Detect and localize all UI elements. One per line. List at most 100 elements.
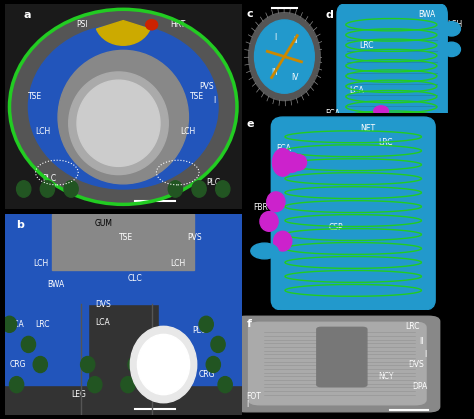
Text: I: I [274,33,276,42]
Text: I: I [213,96,216,105]
Text: LRC: LRC [36,320,50,329]
Ellipse shape [192,181,206,197]
Text: BWA: BWA [418,10,435,19]
Text: LCA: LCA [95,318,109,327]
FancyBboxPatch shape [317,327,367,387]
Ellipse shape [21,336,36,352]
Text: HRT: HRT [171,20,186,29]
Text: d: d [325,10,333,21]
Ellipse shape [137,334,190,395]
Ellipse shape [17,181,31,197]
Ellipse shape [77,80,160,166]
Text: CRT: CRT [366,193,381,202]
Text: FOT: FOT [246,392,261,401]
Ellipse shape [33,357,47,372]
FancyBboxPatch shape [248,322,426,405]
Ellipse shape [211,336,225,352]
Ellipse shape [218,377,232,393]
Text: c: c [246,9,253,19]
Ellipse shape [64,181,78,197]
FancyBboxPatch shape [337,127,432,210]
FancyBboxPatch shape [271,117,435,310]
Text: LCH: LCH [180,127,195,136]
FancyBboxPatch shape [5,214,242,415]
Ellipse shape [291,155,307,170]
Text: DVS: DVS [95,300,110,309]
Text: LCH: LCH [432,178,448,187]
Text: II: II [293,36,297,45]
Text: BWA: BWA [47,279,64,289]
Text: LEG: LEG [71,390,86,399]
Text: CRG: CRG [199,370,216,379]
Text: CRG: CRG [9,360,26,369]
Text: LCH: LCH [447,20,463,29]
Text: LCA: LCA [9,320,24,329]
Ellipse shape [2,316,17,332]
Text: DVS: DVS [408,360,424,369]
Ellipse shape [81,357,95,372]
FancyBboxPatch shape [5,214,242,304]
Ellipse shape [58,50,189,184]
Text: DPA: DPA [412,382,428,391]
Text: b: b [17,220,25,230]
Ellipse shape [28,25,218,189]
Circle shape [255,20,314,93]
Text: PLC: PLC [43,174,57,183]
Ellipse shape [88,377,102,393]
Text: LCH: LCH [432,147,448,157]
Ellipse shape [374,106,388,116]
Text: CSP: CSP [328,223,343,232]
Text: LCH: LCH [171,259,186,269]
Ellipse shape [267,192,285,212]
Ellipse shape [366,114,381,124]
Text: GUM: GUM [114,113,135,122]
Text: LRC: LRC [406,322,420,331]
Text: II: II [419,337,424,346]
Text: f: f [246,319,251,329]
Text: GUM: GUM [95,219,113,228]
Ellipse shape [40,181,55,197]
Wedge shape [97,21,150,45]
Text: LCH: LCH [36,127,51,136]
Text: CSP: CSP [385,113,400,122]
Ellipse shape [128,357,142,372]
Text: FCA: FCA [325,109,340,117]
Text: LRC: LRC [378,138,393,147]
Ellipse shape [443,42,460,57]
Ellipse shape [168,181,182,197]
Text: NET: NET [360,124,375,133]
Ellipse shape [130,326,197,403]
Text: TSE: TSE [118,233,133,242]
Text: TSE: TSE [28,92,43,101]
Ellipse shape [69,72,168,175]
Ellipse shape [121,377,135,393]
Text: LCH: LCH [33,259,48,269]
Ellipse shape [273,149,293,176]
Text: PLC: PLC [192,326,206,335]
Circle shape [248,13,320,101]
Text: I: I [424,350,426,359]
Circle shape [146,20,157,30]
Ellipse shape [251,243,278,259]
Text: FCA: FCA [276,144,291,153]
Ellipse shape [443,22,460,36]
Ellipse shape [273,231,292,251]
Text: PSI: PSI [76,20,88,29]
FancyBboxPatch shape [5,294,88,385]
Text: I: I [43,189,45,198]
Ellipse shape [283,153,301,172]
Text: III: III [272,68,278,77]
Text: PVS: PVS [199,82,214,91]
FancyBboxPatch shape [337,4,447,137]
Text: FBR: FBR [253,203,268,212]
Text: PLC: PLC [206,178,220,187]
Text: I: I [246,400,248,409]
Ellipse shape [9,377,24,393]
Ellipse shape [260,212,278,231]
Ellipse shape [206,357,220,372]
Text: a: a [24,10,31,21]
Ellipse shape [216,181,230,197]
Text: NCY: NCY [378,372,394,381]
Text: PVS: PVS [187,233,202,242]
Text: e: e [246,119,254,129]
